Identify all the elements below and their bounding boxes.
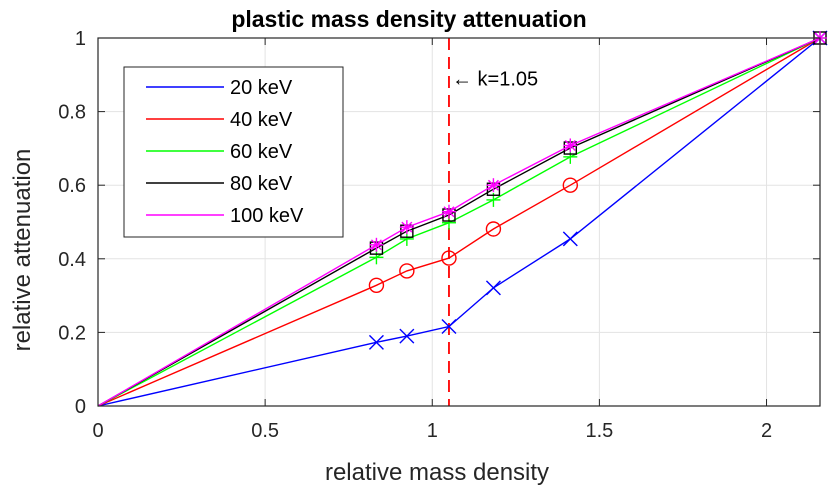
data-point-s2-1 [368, 277, 385, 293]
data-point-s3-1 [369, 250, 384, 265]
data-point-s1-1 [368, 334, 384, 350]
plot-area: ← k=1.05 [97, 30, 828, 407]
axes-box [97, 37, 821, 407]
x-tick-label-0: 0 [92, 420, 103, 442]
data-point-s2-5 [562, 177, 579, 193]
x-tick-label-4: 2 [761, 420, 772, 442]
data-point-s2-3 [441, 250, 457, 266]
x-tick-label-3: 1.5 [585, 420, 613, 442]
data-point-s1-4 [485, 280, 501, 296]
legend-item-1: 20 keV [146, 77, 293, 99]
y-tick-label-0: 0 [75, 396, 86, 418]
legend-label: 60 keV [230, 141, 293, 163]
data-point-s5-3 [441, 204, 456, 219]
k-annotation: ← k=1.05 [452, 68, 538, 90]
y-tick-label-1: 0.2 [58, 322, 86, 344]
data-point-s1-5 [562, 231, 578, 247]
legend-item-3: 60 keV [146, 141, 293, 163]
legend-box [123, 66, 344, 238]
legend-label: 100 keV [230, 205, 304, 227]
legend-label: 20 keV [230, 77, 293, 99]
data-point-s5-5 [563, 138, 578, 153]
legend-item-2: 40 keV [146, 109, 293, 131]
axes: 0 0.5 1 1.5 2 0 0.2 0.4 0.6 0.8 1 [58, 28, 821, 442]
legend-item-4: 80 keV [146, 173, 293, 195]
data-point-s5-4 [486, 178, 501, 193]
x-axis-label: relative mass density [325, 459, 549, 486]
series-line-2 [97, 37, 821, 407]
data-point-s1-3 [441, 319, 457, 335]
data-point-s2-4 [485, 221, 502, 237]
y-tick-label-4: 0.8 [58, 102, 86, 124]
data-point-s3-2 [399, 231, 414, 246]
data-point-s5-2 [399, 220, 414, 235]
y-tick-label-3: 0.6 [58, 175, 86, 197]
legend-label: 40 keV [230, 109, 293, 131]
y-tick-label-2: 0.4 [58, 249, 86, 271]
y-tick-label-5: 1 [75, 28, 86, 50]
legend-item-5: 100 keV [146, 205, 304, 227]
data-point-s5-1 [369, 237, 384, 252]
data-point-s2-2 [399, 263, 415, 279]
x-tick-label-2: 1 [427, 420, 438, 442]
x-tick-label-1: 0.5 [251, 420, 279, 442]
data-point-s1-2 [399, 328, 415, 344]
chart-title: plastic mass density attenuation [231, 6, 586, 32]
legend-label: 80 keV [230, 173, 293, 195]
legend: 20 keV 40 keV 60 keV 80 keV 100 keV [123, 66, 344, 238]
y-axis-label: relative attenuation [9, 149, 36, 352]
